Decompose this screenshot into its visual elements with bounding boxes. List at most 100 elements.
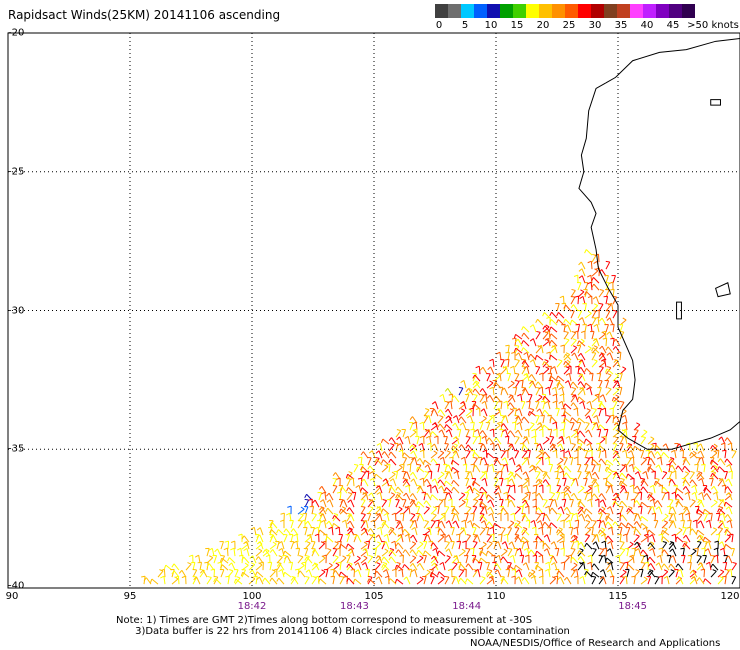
wind-barb-flag bbox=[200, 569, 204, 574]
wind-barb-flag bbox=[398, 449, 403, 453]
wind-barb bbox=[304, 527, 308, 536]
wind-barb-flag bbox=[468, 387, 473, 391]
wind-barb-flag bbox=[330, 568, 335, 571]
wind-barb bbox=[432, 458, 439, 466]
wind-barb-flag bbox=[563, 403, 566, 408]
wind-barb-flag bbox=[381, 519, 386, 522]
wind-barb-flag bbox=[346, 487, 349, 492]
wind-barb-flag bbox=[720, 442, 725, 445]
wind-barb-flag bbox=[697, 499, 701, 504]
wind-barb-flag bbox=[458, 577, 462, 582]
wind-barb-flag bbox=[416, 457, 421, 462]
wind-barb bbox=[710, 529, 718, 536]
wind-barb bbox=[228, 557, 236, 564]
wind-barb-flag bbox=[462, 568, 467, 571]
wind-barb-flag bbox=[529, 464, 533, 469]
legend-color-8 bbox=[539, 4, 552, 18]
wind-barb-flag bbox=[332, 472, 336, 476]
wind-barb-flag bbox=[705, 519, 710, 523]
wind-barb bbox=[258, 576, 264, 585]
wind-barb bbox=[604, 408, 607, 417]
wind-barb bbox=[565, 318, 572, 326]
wind-barb-flag bbox=[591, 277, 594, 282]
wind-barb-flag bbox=[410, 450, 414, 455]
wind-barb-flag bbox=[538, 428, 543, 431]
wind-barb-flag bbox=[695, 529, 699, 535]
wind-barb bbox=[487, 494, 495, 501]
wind-barb-flag bbox=[675, 493, 679, 498]
wind-barb-flag bbox=[416, 463, 421, 466]
wind-barb-flag bbox=[441, 533, 446, 536]
wind-barb-flag bbox=[584, 508, 587, 513]
wind-barb bbox=[612, 576, 615, 585]
wind-barb bbox=[542, 394, 547, 403]
wind-barb bbox=[304, 506, 309, 515]
legend-color-16 bbox=[643, 4, 656, 18]
wind-barb bbox=[405, 492, 411, 501]
wind-barb-flag bbox=[523, 547, 528, 551]
wind-barb-flag bbox=[613, 380, 618, 383]
wind-barb-flag bbox=[675, 563, 679, 568]
wind-barb bbox=[670, 458, 677, 466]
wind-barb-flag bbox=[440, 471, 445, 475]
wind-barb bbox=[486, 570, 493, 578]
wind-barb-flag bbox=[592, 296, 597, 300]
wind-barb bbox=[461, 444, 467, 452]
wind-barb-flag bbox=[661, 536, 664, 541]
wind-barb bbox=[716, 555, 719, 564]
wind-barb bbox=[486, 373, 491, 382]
wind-barb-flag bbox=[486, 394, 491, 399]
wind-barb-flag bbox=[439, 393, 444, 397]
wind-barb-flag bbox=[646, 529, 650, 534]
wind-barb-flag bbox=[423, 478, 428, 483]
wind-barb-flag bbox=[574, 295, 579, 298]
wind-barb bbox=[486, 535, 492, 543]
wind-barb bbox=[371, 450, 376, 459]
wind-barb bbox=[464, 520, 467, 529]
wind-barb-flag bbox=[689, 570, 694, 574]
wind-barb-flag bbox=[620, 548, 625, 551]
wind-barb bbox=[652, 485, 656, 494]
wind-barb bbox=[549, 347, 557, 354]
wind-barb bbox=[213, 576, 219, 585]
wind-barb bbox=[520, 394, 523, 403]
wind-barb-flag bbox=[607, 526, 612, 530]
wind-barb-flag bbox=[662, 471, 668, 474]
wind-barb-flag bbox=[438, 520, 442, 525]
wind-barb-flag bbox=[619, 522, 622, 527]
wind-barb-flag bbox=[556, 484, 561, 487]
wind-barb bbox=[419, 485, 425, 494]
wind-barb-flag bbox=[445, 429, 450, 433]
wind-barb bbox=[657, 451, 663, 459]
wind-barb bbox=[248, 564, 256, 571]
wind-barb-flag bbox=[718, 541, 723, 545]
wind-barb-flag bbox=[347, 520, 351, 525]
wind-barb-flag bbox=[293, 533, 298, 537]
wind-barb bbox=[612, 381, 619, 389]
wind-barb bbox=[272, 534, 278, 543]
wind-barb-flag bbox=[381, 564, 384, 569]
wind-barb-flag bbox=[411, 519, 416, 523]
wind-barb-flag bbox=[670, 449, 675, 453]
wind-barb-flag bbox=[559, 393, 564, 397]
wind-barb-flag bbox=[322, 554, 327, 557]
wind-barb bbox=[283, 534, 288, 543]
wind-barb-flag bbox=[314, 526, 319, 530]
wind-barb-flag bbox=[598, 493, 602, 497]
wind-barb bbox=[626, 492, 630, 501]
wind-barb-flag bbox=[619, 514, 623, 519]
wind-barb bbox=[663, 549, 670, 557]
wind-barb bbox=[286, 555, 292, 564]
wind-barb bbox=[577, 507, 584, 515]
wind-barb bbox=[448, 548, 453, 557]
wind-barb bbox=[577, 563, 584, 571]
wind-barb-flag bbox=[496, 351, 501, 355]
wind-barb bbox=[379, 513, 383, 522]
wind-barb-flag bbox=[675, 500, 679, 505]
wind-barb bbox=[512, 457, 516, 466]
time-label: 18:44 bbox=[452, 601, 482, 612]
wind-barb bbox=[413, 478, 418, 487]
wind-barb bbox=[591, 317, 597, 326]
longitude-label: 115 bbox=[608, 591, 628, 602]
wind-barb-flag bbox=[580, 338, 585, 342]
